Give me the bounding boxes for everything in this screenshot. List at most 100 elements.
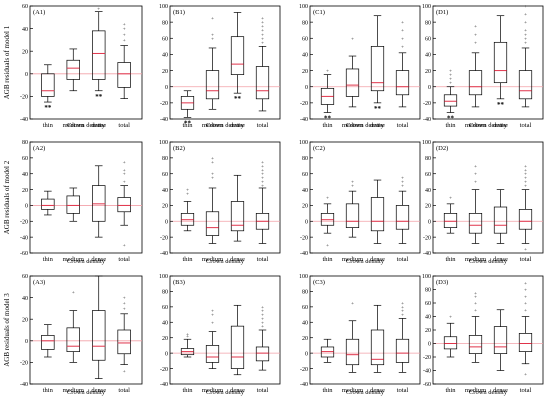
- outlier-point: +: [474, 294, 477, 300]
- outlier-point: +: [524, 164, 527, 170]
- box-iqr: [205, 345, 220, 363]
- row-ylabel: AGB residuals of model 2: [3, 160, 11, 234]
- y-tick-label: 20: [22, 49, 28, 55]
- box-thin: +: [443, 196, 458, 234]
- outlier-point: +: [474, 301, 477, 307]
- y-tick-label: 80: [162, 20, 168, 26]
- outlier-point: +: [524, 36, 527, 42]
- box-medium: [66, 187, 80, 222]
- outlier-point: +: [524, 32, 527, 38]
- y-tick-label: 20: [22, 317, 28, 323]
- box-iqr: [493, 206, 508, 234]
- x-tick-label: dense: [230, 387, 245, 394]
- x-tick-label: medium: [465, 256, 486, 263]
- box-iqr: [518, 70, 533, 100]
- y-tick-label: -20: [423, 355, 431, 361]
- box-iqr: [370, 329, 385, 366]
- box-iqr: [493, 326, 508, 354]
- panel-3: -40-20020406080100(D1)++++**thin+++mediu…: [422, 4, 544, 129]
- box-total: ++++: [395, 20, 410, 108]
- y-tick-label: 20: [162, 204, 168, 210]
- x-tick-label: dense: [230, 256, 245, 263]
- box-iqr: [395, 70, 410, 96]
- x-axis-label: Crown density: [346, 258, 385, 265]
- x-tick-label: medium: [342, 122, 363, 129]
- box-iqr: [255, 66, 270, 100]
- outlier-point: +: [524, 40, 527, 46]
- panel-frame: [432, 141, 544, 254]
- box-total: +++++++: [518, 4, 533, 108]
- box-iqr: [395, 205, 410, 230]
- panel-11: -60-40-20020406080100(D3)+thin++++medium…: [422, 274, 544, 396]
- panel-label: (D2): [436, 145, 448, 152]
- y-tick-label: 60: [162, 172, 168, 178]
- box-total: ++++: [117, 296, 131, 375]
- outlier-point: +: [524, 294, 527, 300]
- x-tick-label: medium: [202, 387, 223, 394]
- box-thin: ++: [180, 188, 195, 232]
- box-total: ++++: [395, 301, 410, 373]
- outlier-point: +: [261, 24, 264, 30]
- outlier-point: +: [524, 247, 527, 253]
- box-iqr: [66, 195, 80, 214]
- y-tick-label: 60: [162, 36, 168, 42]
- outlier-point: +: [261, 320, 264, 326]
- y-tick-label: 20: [302, 204, 308, 210]
- box-total: +++: [395, 176, 410, 244]
- y-tick-label: 80: [302, 20, 308, 26]
- y-tick-label: 60: [425, 36, 431, 42]
- x-tick-label: thin: [322, 387, 333, 394]
- y-tick-label: 40: [22, 27, 28, 33]
- outlier-point: +: [211, 172, 214, 178]
- box-iqr: [117, 329, 131, 355]
- outlier-point: +: [261, 16, 264, 22]
- outlier-point: +: [186, 332, 189, 338]
- y-tick-label: 40: [162, 53, 168, 59]
- x-tick-label: dense: [91, 387, 106, 394]
- y-tick-label: -40: [20, 382, 28, 388]
- outlier-point: +: [123, 180, 126, 186]
- outlier-point: +: [524, 4, 527, 10]
- y-tick-label: 40: [162, 320, 168, 326]
- y-tick-label: 20: [425, 69, 431, 75]
- box-iqr: [117, 197, 131, 213]
- outlier-point: +: [524, 308, 527, 314]
- y-tick-label: 40: [302, 188, 308, 194]
- x-tick-label: thin: [322, 256, 333, 263]
- x-tick-label: thin: [182, 387, 193, 394]
- y-tick-label: 60: [425, 172, 431, 178]
- outlier-point: +: [186, 188, 189, 194]
- x-tick-label: dense: [493, 256, 508, 263]
- x-tick-label: total: [257, 387, 269, 394]
- box-dense: [370, 179, 385, 244]
- x-tick-label: dense: [493, 387, 508, 394]
- y-tick-label: 100: [159, 140, 168, 146]
- panel-2: -40-20020406080100(C1)+**thin+medium**de…: [299, 4, 421, 129]
- box-iqr: [370, 197, 385, 232]
- box-thin: + **: [320, 69, 335, 123]
- box-dense: **: [370, 15, 385, 113]
- box-iqr: [205, 70, 220, 100]
- outlier-point: +: [524, 180, 527, 186]
- panel-label: (C2): [313, 145, 325, 152]
- x-tick-label: total: [118, 256, 130, 263]
- outlier-point: +: [261, 172, 264, 178]
- panel-label: (B2): [173, 145, 185, 152]
- y-tick-label: 100: [299, 140, 308, 146]
- y-tick-label: 20: [425, 328, 431, 334]
- panel-label: (C1): [313, 9, 325, 16]
- box-iqr: [370, 46, 385, 92]
- outlier-point: +: [261, 176, 264, 182]
- outlier-point: +: [449, 69, 452, 75]
- box-total: ++++++: [255, 305, 270, 371]
- x-axis-label: Crown density: [206, 389, 245, 396]
- box-medium: ++++: [468, 291, 483, 363]
- x-tick-label: total: [397, 122, 409, 129]
- y-tick-label: 0: [165, 351, 168, 357]
- box-thin: ++: [320, 196, 335, 249]
